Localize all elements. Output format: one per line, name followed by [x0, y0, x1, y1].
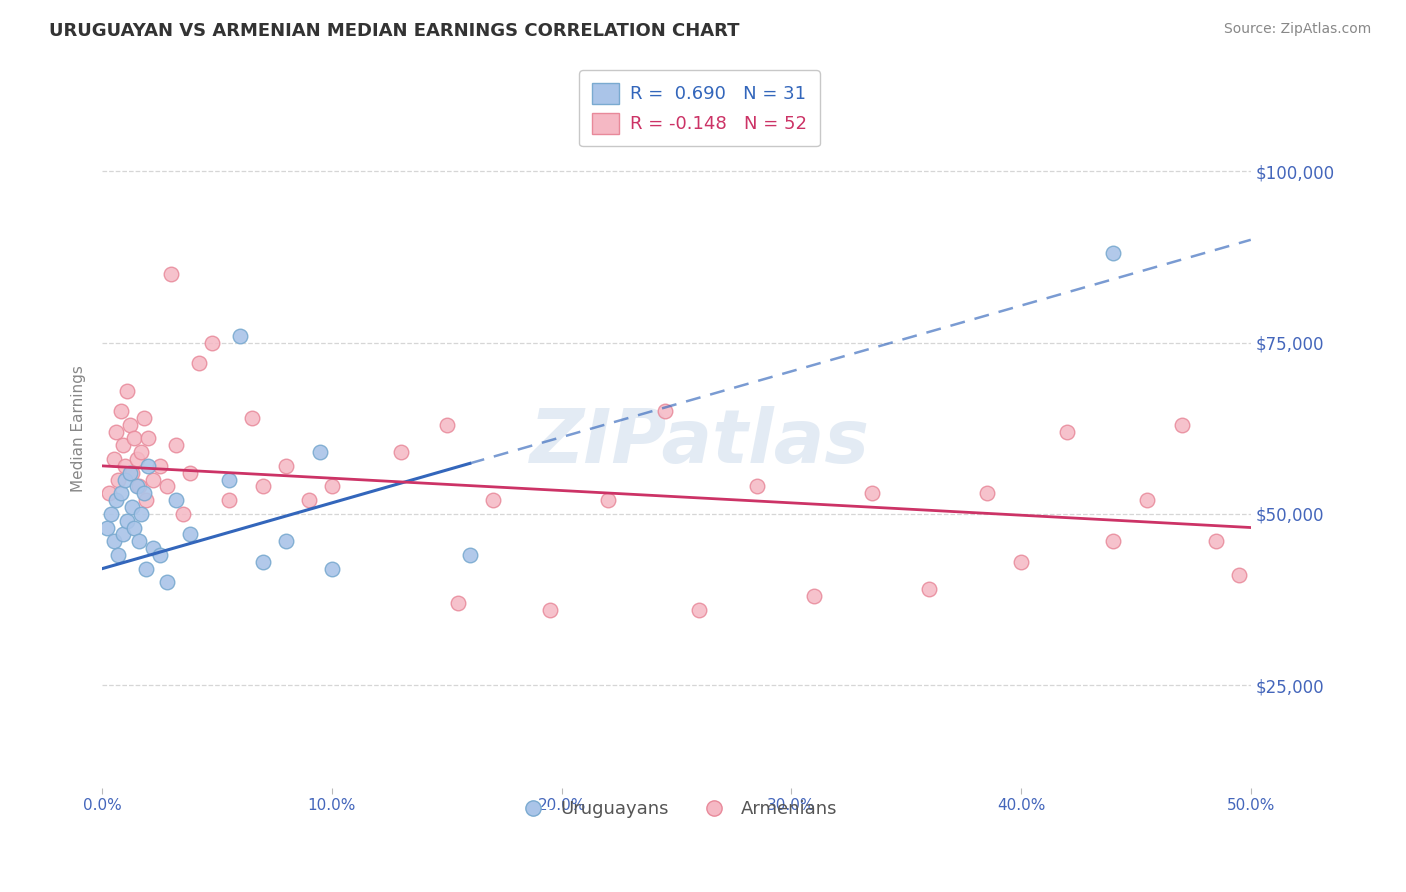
Point [98, 486, 121, 500]
Point [132, 411, 155, 425]
Point [309, 445, 332, 459]
Point [121, 500, 143, 514]
Point [201, 335, 224, 350]
Point [436, 417, 458, 432]
Point [447, 596, 470, 610]
Point [187, 356, 209, 370]
Point [104, 493, 127, 508]
Point [172, 507, 194, 521]
Point [136, 432, 159, 446]
Point [104, 425, 127, 439]
Point [124, 520, 146, 534]
Point [803, 589, 825, 603]
Point [918, 582, 941, 597]
Point [240, 411, 263, 425]
Point [155, 575, 177, 590]
Point [114, 458, 136, 473]
Point [110, 486, 132, 500]
Point [596, 493, 619, 508]
Point [155, 479, 177, 493]
Point [860, 486, 883, 500]
Point [149, 458, 172, 473]
Text: Source: ZipAtlas.com: Source: ZipAtlas.com [1223, 22, 1371, 37]
Legend: Uruguayans, Armenians: Uruguayans, Armenians [508, 793, 845, 826]
Point [1102, 246, 1125, 260]
Point [135, 493, 157, 508]
Point [165, 438, 187, 452]
Point [100, 507, 122, 521]
Point [252, 479, 274, 493]
Point [458, 548, 481, 562]
Point [135, 561, 157, 575]
Point [654, 404, 676, 418]
Point [389, 445, 412, 459]
Point [179, 466, 201, 480]
Point [321, 561, 343, 575]
Text: URUGUAYAN VS ARMENIAN MEDIAN EARNINGS CORRELATION CHART: URUGUAYAN VS ARMENIAN MEDIAN EARNINGS CO… [49, 22, 740, 40]
Point [125, 452, 148, 467]
Point [688, 603, 710, 617]
Point [121, 466, 143, 480]
Point [274, 458, 297, 473]
Point [1010, 555, 1032, 569]
Point [114, 473, 136, 487]
Point [128, 479, 150, 493]
Point [118, 466, 141, 480]
Point [124, 432, 146, 446]
Point [117, 384, 139, 398]
Point [103, 534, 125, 549]
Point [1102, 534, 1125, 549]
Point [107, 548, 129, 562]
Point [165, 493, 187, 508]
Point [179, 527, 201, 541]
Y-axis label: Median Earnings: Median Earnings [72, 365, 86, 491]
Point [117, 514, 139, 528]
Point [274, 534, 297, 549]
Point [1136, 493, 1159, 508]
Point [149, 548, 172, 562]
Point [298, 493, 321, 508]
Point [142, 541, 165, 555]
Point [129, 507, 152, 521]
Point [229, 328, 252, 343]
Point [218, 473, 240, 487]
Point [103, 452, 125, 467]
Point [136, 458, 159, 473]
Point [1171, 417, 1194, 432]
Point [160, 267, 183, 281]
Point [129, 445, 152, 459]
Point [118, 417, 141, 432]
Point [252, 555, 274, 569]
Point [745, 479, 768, 493]
Text: ZIPatlas: ZIPatlas [530, 406, 869, 479]
Point [142, 473, 165, 487]
Point [111, 438, 134, 452]
Point [1227, 568, 1250, 582]
Point [128, 534, 150, 549]
Point [1056, 425, 1078, 439]
Point [125, 479, 148, 493]
Point [976, 486, 998, 500]
Point [481, 493, 503, 508]
Point [538, 603, 561, 617]
Point [218, 493, 240, 508]
Point [321, 479, 343, 493]
Point [111, 527, 134, 541]
Point [107, 473, 129, 487]
Point [96, 520, 118, 534]
Point [110, 404, 132, 418]
Point [1205, 534, 1227, 549]
Point [132, 486, 155, 500]
